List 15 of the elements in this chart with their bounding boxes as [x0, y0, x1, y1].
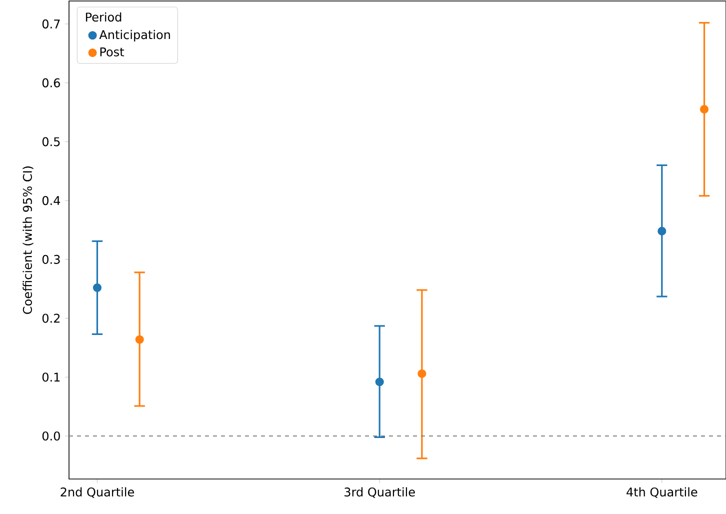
y-tick-label: 0.5 — [42, 137, 60, 146]
y-tick-label: 0.2 — [42, 314, 60, 323]
legend-title: Period — [86, 12, 122, 22]
y-tick-label: 0.7 — [42, 19, 60, 28]
x-tick-label: 4th Quartile — [626, 487, 698, 498]
x-tick-label: 2nd Quartile — [60, 487, 134, 498]
y-tick-label: 0.6 — [42, 78, 60, 88]
x-tick-label: 3rd Quartile — [344, 487, 415, 498]
y-axis-title: Coefficient (with 95% CI) — [22, 166, 34, 314]
y-tick-label: 0.1 — [42, 372, 60, 382]
y-tick-label: 0.0 — [42, 431, 60, 441]
legend-label: Post — [100, 48, 124, 56]
y-tick-label: 0.4 — [42, 196, 60, 206]
legend-label: Anticipation — [99, 30, 170, 42]
y-tick-label: 0.3 — [42, 254, 60, 264]
